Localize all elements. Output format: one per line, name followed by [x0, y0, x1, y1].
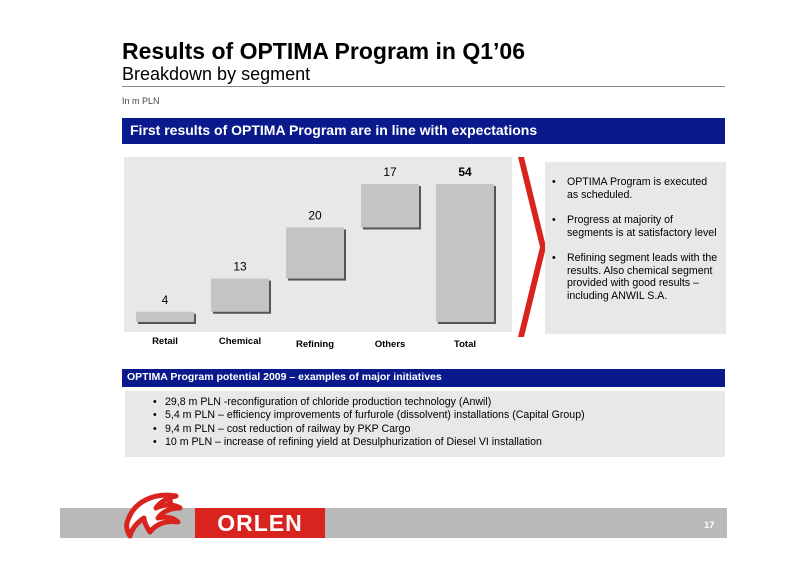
summary-bullet: Progress at majority of segments is at s…	[551, 214, 718, 239]
brand-logo-text: ORLEN	[217, 510, 303, 536]
data-label: 20	[308, 208, 322, 222]
data-label: 54	[458, 165, 472, 179]
initiative-item: 10 m PLN – increase of refining yield at…	[153, 436, 717, 450]
title-divider	[122, 86, 725, 87]
bar-retail	[136, 311, 194, 322]
bar-others	[361, 184, 419, 228]
waterfall-chart-panel: 4 Retail 13 Chemical 20 Refining 17 Others 54 Tot…	[124, 157, 512, 350]
initiative-item: 5,4 m PLN – efficiency improvements of f…	[153, 409, 717, 423]
waterfall-chart: 4 Retail 13 Chemical 20 Refining 17 Others 54 Tot…	[136, 165, 496, 350]
page-number: 17	[704, 520, 715, 531]
category-label: Retail	[152, 336, 178, 347]
category-label: Others	[375, 339, 406, 350]
headline-banner: First results of OPTIMA Program are in l…	[122, 118, 725, 144]
bar-total	[436, 184, 494, 322]
category-label: Chemical	[219, 336, 261, 347]
category-label: Total	[454, 339, 476, 350]
bar-chemical	[211, 278, 269, 312]
summary-panel: OPTIMA Program is executed as scheduled.…	[545, 162, 726, 334]
data-label: 4	[162, 293, 169, 307]
chevron-right-icon	[518, 157, 546, 337]
page-subtitle: Breakdown by segment	[122, 64, 311, 84]
unit-label: In m PLN	[122, 96, 160, 106]
initiatives-panel: 29,8 m PLN -reconfiguration of chloride …	[125, 391, 725, 457]
logo-background	[195, 508, 325, 538]
initiative-item: 29,8 m PLN -reconfiguration of chloride …	[153, 396, 717, 410]
summary-bullet: Refining segment leads with the results.…	[551, 252, 718, 302]
summary-bullet: OPTIMA Program is executed as scheduled.	[551, 176, 718, 201]
initiatives-banner: OPTIMA Program potential 2009 – examples…	[122, 369, 725, 387]
page-title: Results of OPTIMA Program in Q1’06	[122, 38, 526, 64]
data-label: 17	[383, 165, 397, 179]
category-label: Refining	[296, 339, 334, 350]
data-label: 13	[233, 260, 247, 274]
initiative-item: 9,4 m PLN – cost reduction of railway by…	[153, 423, 717, 437]
bar-refining	[286, 227, 344, 279]
orlen-eagle-logo-icon	[124, 492, 183, 539]
